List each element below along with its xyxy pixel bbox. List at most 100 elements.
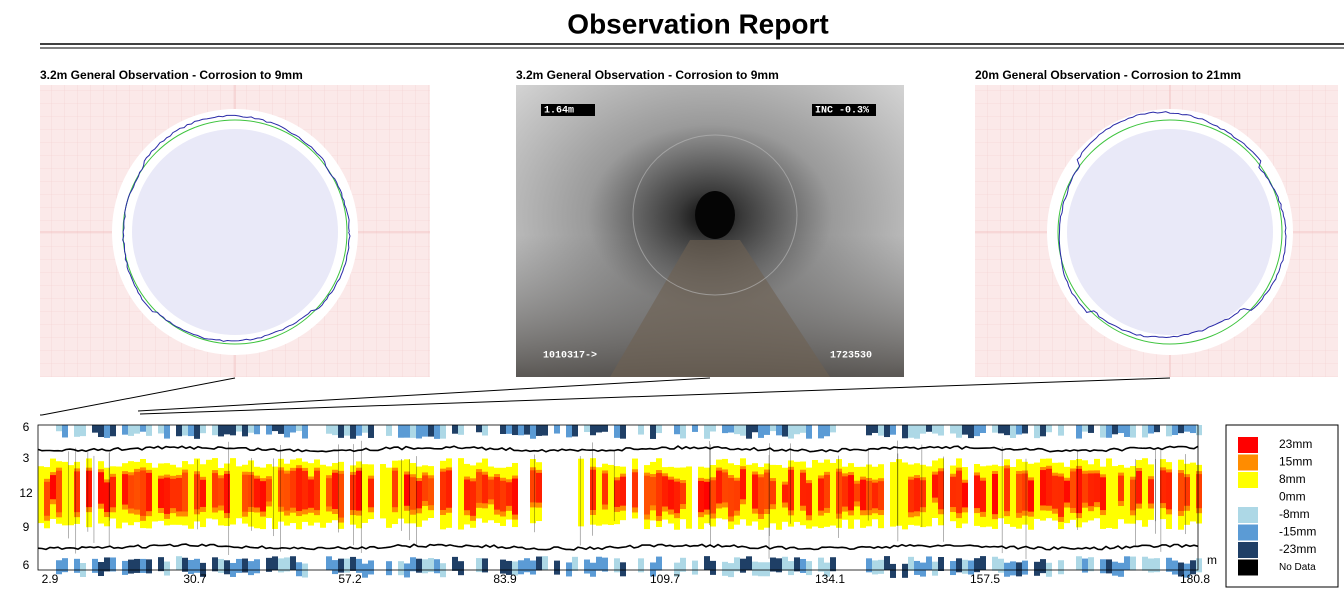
strip-cell bbox=[962, 483, 968, 508]
strip-cell bbox=[134, 472, 140, 510]
strip-cell bbox=[788, 561, 794, 575]
strip-cell bbox=[830, 557, 836, 571]
strip-cell bbox=[632, 472, 638, 507]
strip-cell bbox=[230, 458, 236, 524]
strip-cell bbox=[170, 479, 176, 508]
x-axis-label: 57.2 bbox=[338, 572, 362, 586]
strip-cell bbox=[1100, 477, 1106, 510]
strip-cell bbox=[866, 425, 872, 435]
strip-cell bbox=[608, 465, 614, 525]
strip-cell bbox=[398, 425, 404, 438]
strip-cell bbox=[248, 425, 254, 433]
camera-overlay: INC -0.3% bbox=[815, 106, 869, 117]
strip-cell bbox=[782, 557, 788, 571]
strip-cell bbox=[146, 559, 152, 573]
strip-cell bbox=[1100, 559, 1106, 573]
legend-label: -8mm bbox=[1279, 507, 1310, 521]
inner-bore bbox=[1067, 129, 1273, 335]
strip-cell bbox=[128, 475, 134, 508]
strip-cell bbox=[674, 425, 680, 434]
strip-cell bbox=[782, 425, 788, 437]
strip-cell bbox=[884, 425, 890, 437]
strip-cell bbox=[536, 473, 542, 503]
camera-overlay: 1723530 bbox=[830, 351, 872, 362]
strip-cell bbox=[890, 425, 896, 435]
strip-cell bbox=[152, 468, 158, 522]
strip-cell bbox=[434, 559, 440, 573]
strip-cell bbox=[800, 559, 806, 573]
strip-cell bbox=[932, 475, 938, 498]
strip-cell bbox=[1010, 561, 1016, 575]
strip-cell bbox=[290, 471, 296, 508]
strip-cell bbox=[146, 473, 152, 511]
strip-cell bbox=[836, 472, 842, 514]
strip-cell bbox=[302, 564, 308, 578]
strip-cell bbox=[986, 466, 992, 527]
strip-cell bbox=[422, 425, 428, 437]
strip-cell bbox=[122, 561, 128, 575]
strip-cell bbox=[698, 481, 704, 512]
legend-label: -15mm bbox=[1279, 525, 1316, 539]
strip-cell bbox=[710, 425, 716, 432]
strip-cell bbox=[722, 472, 728, 502]
strip-cell bbox=[806, 561, 812, 575]
strip-cell bbox=[764, 562, 770, 576]
strip-cell bbox=[908, 425, 914, 438]
x-axis-label: 134.1 bbox=[815, 572, 845, 586]
strip-cell bbox=[554, 561, 560, 575]
strip-cell bbox=[440, 425, 446, 439]
strip-cell bbox=[128, 560, 134, 574]
strip-cell bbox=[1052, 476, 1058, 509]
strip-cell bbox=[878, 425, 884, 436]
strip-cell bbox=[530, 425, 536, 439]
strip-cell bbox=[452, 557, 458, 571]
strip-cell bbox=[1124, 468, 1130, 524]
strip-cell bbox=[920, 480, 926, 507]
strip-cell bbox=[920, 425, 926, 434]
strip-cell bbox=[1076, 425, 1082, 439]
strip-cell bbox=[1016, 474, 1022, 513]
strip-cell bbox=[950, 477, 956, 507]
camera-overlay: 1010317-> bbox=[543, 351, 597, 362]
strip-cell bbox=[56, 471, 62, 513]
strip-cell bbox=[542, 425, 548, 436]
strip-cell bbox=[392, 471, 398, 508]
strip-cell bbox=[974, 425, 980, 436]
strip-cell bbox=[398, 561, 404, 575]
strip-cell bbox=[1190, 425, 1196, 433]
legend-label: 23mm bbox=[1279, 437, 1312, 451]
strip-cell bbox=[254, 479, 260, 508]
strip-cell bbox=[302, 425, 308, 439]
strip-cell bbox=[1034, 562, 1040, 576]
strip-cell bbox=[800, 473, 806, 506]
strip-cell bbox=[992, 425, 998, 433]
strip-cell bbox=[602, 425, 608, 432]
strip-cell bbox=[938, 471, 944, 509]
strip-cell bbox=[236, 425, 242, 432]
strip-cell bbox=[536, 557, 542, 571]
strip-cell bbox=[716, 471, 722, 504]
axis-unit: m bbox=[1207, 553, 1217, 567]
strip-cell bbox=[1130, 480, 1136, 511]
strip-cell bbox=[740, 469, 746, 499]
strip-cell bbox=[668, 480, 674, 510]
strip-cell bbox=[362, 564, 368, 578]
strip-cell bbox=[1172, 425, 1178, 435]
strip-cell bbox=[140, 559, 146, 573]
strip-cell bbox=[590, 425, 596, 435]
strip-cell bbox=[542, 556, 548, 570]
y-axis-label: 3 bbox=[23, 451, 30, 465]
strip-cell bbox=[1124, 556, 1130, 570]
strip-cell bbox=[980, 481, 986, 512]
strip-cell bbox=[110, 477, 116, 507]
strip-cell bbox=[206, 460, 212, 519]
strip-cell bbox=[296, 468, 302, 511]
strip-cell bbox=[50, 475, 56, 499]
strip-cell bbox=[122, 425, 128, 435]
strip-cell bbox=[536, 425, 542, 436]
camera-overlay: 1.64m bbox=[544, 106, 574, 117]
strip-cell bbox=[614, 425, 620, 438]
strip-cell bbox=[482, 425, 488, 436]
strip-cell bbox=[260, 481, 266, 511]
y-axis-label: 6 bbox=[23, 558, 30, 572]
